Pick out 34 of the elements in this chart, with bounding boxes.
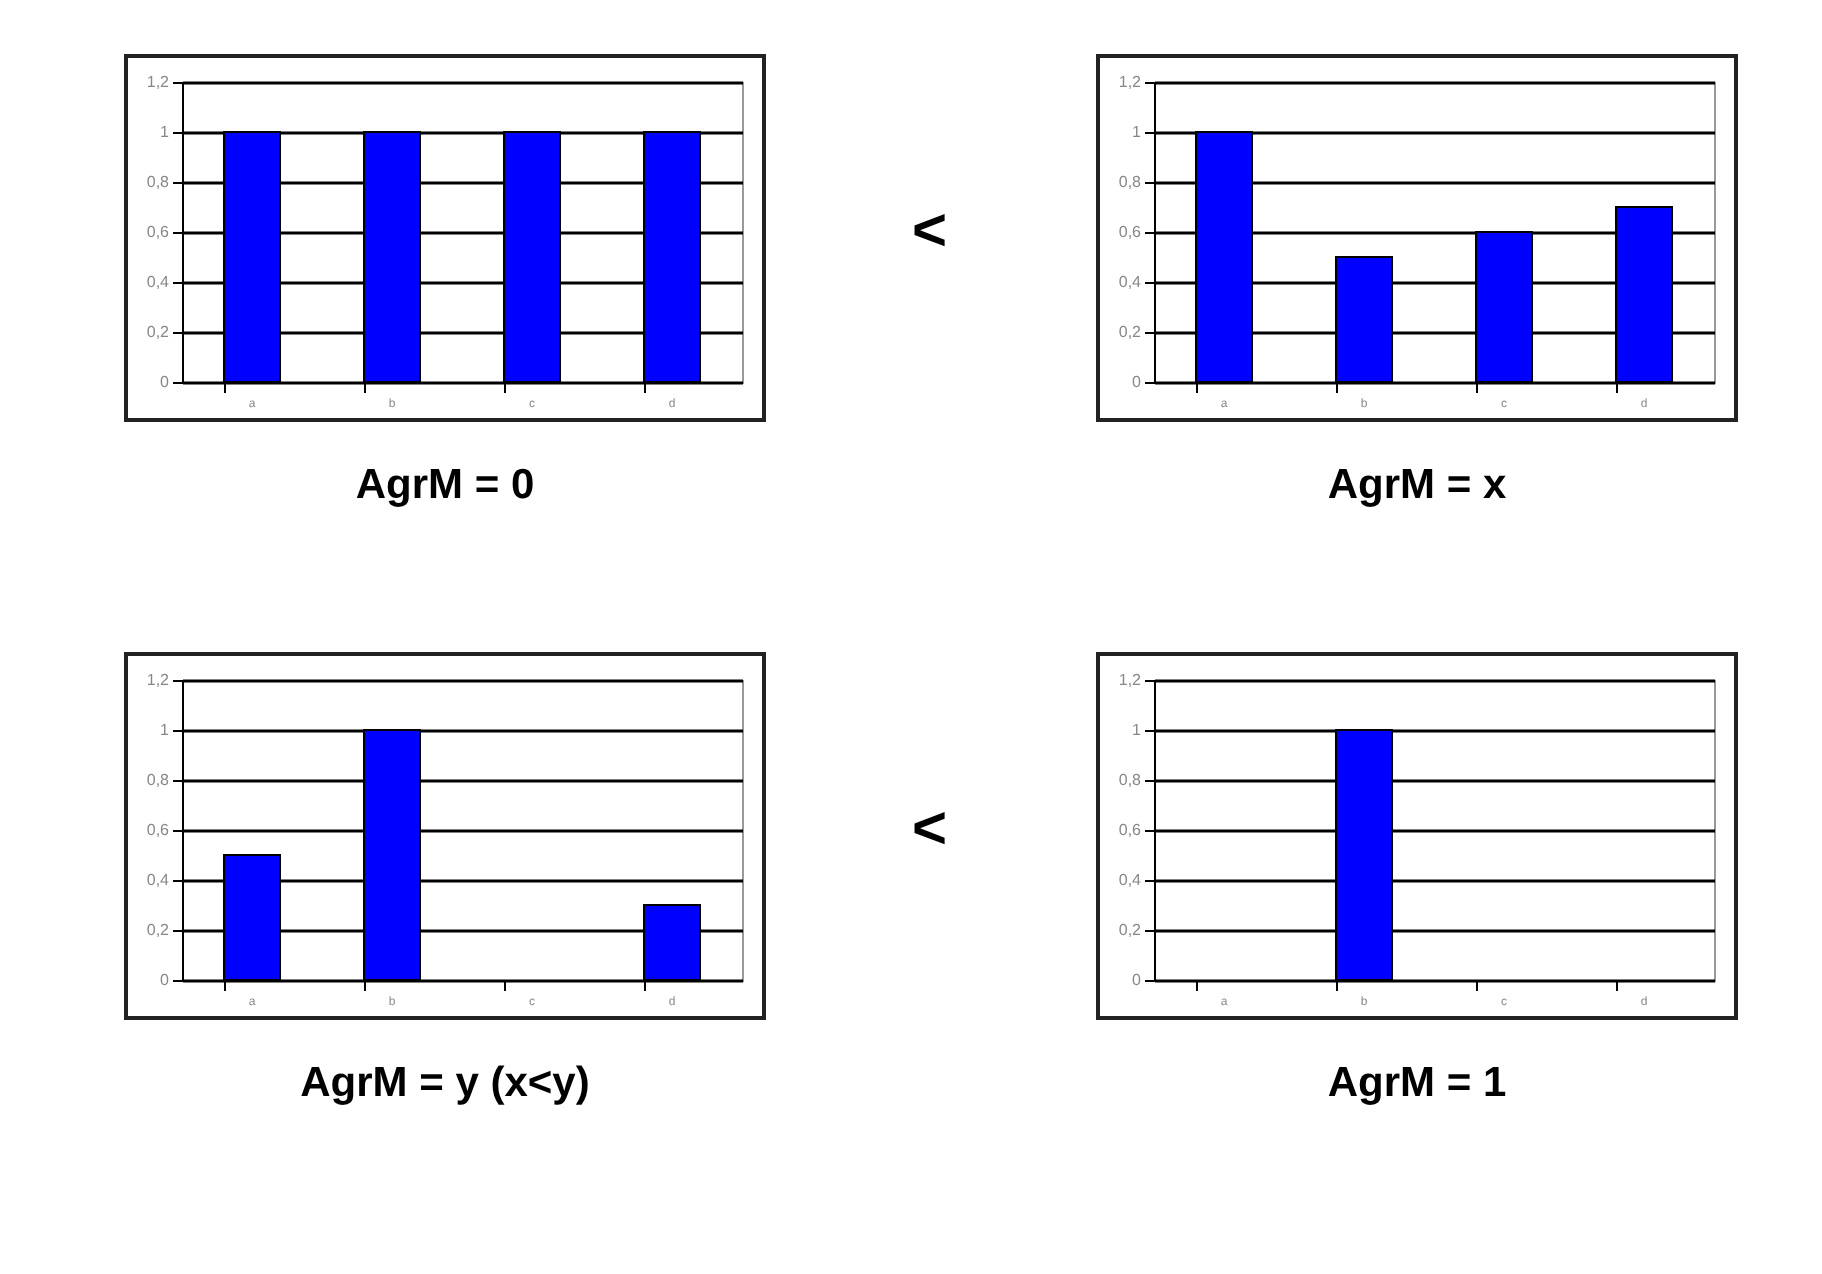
text: < xyxy=(912,796,948,864)
text: < xyxy=(912,198,948,266)
y-tick-label: 0,6 xyxy=(1118,223,1143,241)
y-tick-label: 0,6 xyxy=(146,821,171,839)
y-tick-label: 0 xyxy=(160,971,171,989)
y-tick-label: 0,4 xyxy=(146,273,171,291)
y-tick-label: 0 xyxy=(160,373,171,391)
y-tick-label: 1,2 xyxy=(1118,671,1143,689)
y-tick-label: 0,4 xyxy=(1118,871,1143,889)
y-tick-label: 0,4 xyxy=(1118,273,1143,291)
y-tick-label: 0,6 xyxy=(146,223,171,241)
y-tick-label: 0,8 xyxy=(1118,771,1143,789)
y-tick-label: 0,2 xyxy=(1118,323,1143,341)
y-tick-label: 0,2 xyxy=(1118,921,1143,939)
y-tick-label: 0 xyxy=(1132,971,1143,989)
y-tick-label: 0,4 xyxy=(146,871,171,889)
y-tick-label: 0,8 xyxy=(146,771,171,789)
y-tick-label: 1,2 xyxy=(146,73,171,91)
y-tick-label: 1,2 xyxy=(1118,73,1143,91)
text: AgrM = x xyxy=(1325,462,1509,510)
text: AgrM = 0 xyxy=(353,462,537,510)
y-tick-label: 1 xyxy=(160,721,171,739)
y-tick-label: 0,8 xyxy=(1118,173,1143,191)
y-tick-label: 0,8 xyxy=(146,173,171,191)
y-tick-label: 1 xyxy=(1132,123,1143,141)
y-tick-label: 1 xyxy=(1132,721,1143,739)
y-tick-label: 0,6 xyxy=(1118,821,1143,839)
y-tick-label: 1 xyxy=(160,123,171,141)
y-tick-label: 0,2 xyxy=(146,323,171,341)
y-tick-label: 0,2 xyxy=(146,921,171,939)
text: AgrM = 1 xyxy=(1325,1060,1509,1108)
y-tick-label: 1,2 xyxy=(146,671,171,689)
text: AgrM = y (x<y) xyxy=(298,1060,592,1108)
y-tick-label: 0 xyxy=(1132,373,1143,391)
